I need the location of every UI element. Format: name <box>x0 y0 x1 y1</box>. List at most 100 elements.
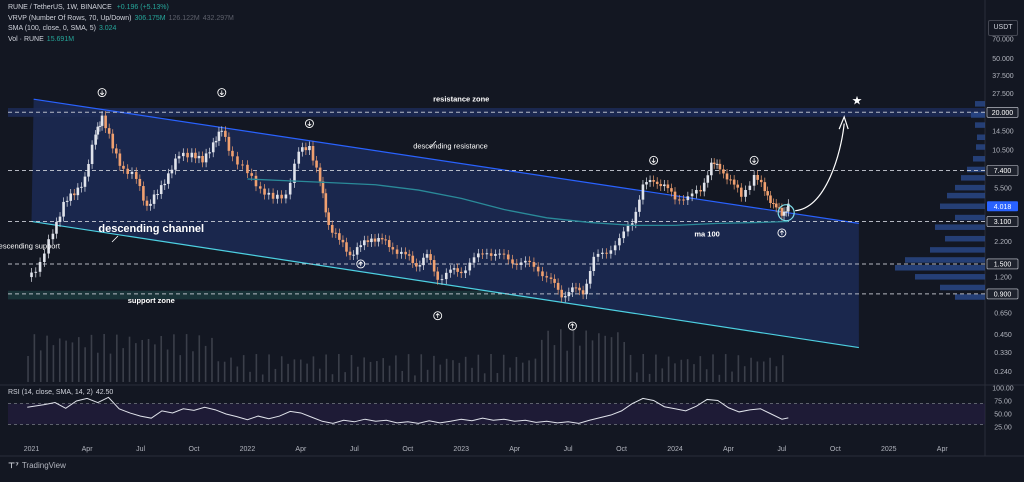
candle-body <box>258 186 262 189</box>
volume-bar <box>350 355 353 382</box>
rsi-value: 42.50 <box>95 389 114 396</box>
volume-bar <box>623 342 626 382</box>
candle-body <box>373 238 377 242</box>
candle-body <box>449 269 452 273</box>
price-label-box <box>986 258 1019 270</box>
candle-body <box>345 242 348 252</box>
candle-body <box>695 189 698 194</box>
volume-bar <box>33 334 36 382</box>
price-label-text: 4.018 <box>994 204 1012 211</box>
currency-button[interactable]: USDT <box>988 20 1018 36</box>
candle-body <box>601 252 604 254</box>
price-axis[interactable]: 70.000 50.000 37.500 27.500 14.500 10.500 5.50… <box>992 36 1014 375</box>
candle-body <box>138 178 142 187</box>
time-tick-label: Apr <box>82 446 94 453</box>
candle-body <box>96 126 100 135</box>
time-tick-label: Oct <box>402 446 413 453</box>
time-tick-label: 2025 <box>881 446 897 453</box>
volume-bar <box>540 339 543 382</box>
volume-bar <box>395 355 397 382</box>
up-arrow-icon <box>777 228 787 238</box>
volume-profile-row <box>973 156 985 162</box>
ma-100-path <box>247 178 789 227</box>
volume-bar <box>141 339 144 382</box>
volume-bar <box>693 364 695 382</box>
zones <box>8 108 985 300</box>
candle-body <box>769 195 772 204</box>
time-tick-label: Apr <box>295 446 307 453</box>
candle-body <box>780 207 784 216</box>
candle-body <box>511 259 514 264</box>
support-zone-band <box>8 290 598 300</box>
candle-body <box>107 128 111 134</box>
candle-body <box>304 147 308 151</box>
candle-body <box>774 203 778 208</box>
volume-bar <box>566 350 568 382</box>
candle-body <box>55 221 58 234</box>
time-tick-label: 2023 <box>453 446 469 453</box>
candle-body <box>174 158 177 170</box>
volume-bar <box>388 365 391 382</box>
candle-body <box>377 237 380 242</box>
volume-bar <box>338 354 340 382</box>
candle-body <box>280 194 283 199</box>
time-axis[interactable]: 2021 Apr Jul Oct 2022 Apr Jul Oct 2023 Apr Jul Oct 2… <box>24 446 949 453</box>
candle-body <box>250 173 254 176</box>
price-label-text: 3.100 <box>994 219 1012 226</box>
candle-body <box>324 193 328 213</box>
target-star-icon: ★ <box>852 93 863 107</box>
volume-bar <box>185 334 188 382</box>
candle-body <box>425 254 429 258</box>
candle-body <box>276 194 279 199</box>
candle-body <box>536 266 540 272</box>
candle-body <box>436 271 440 280</box>
candle-body <box>76 187 80 196</box>
candle-body <box>440 279 444 281</box>
sma-label: SMA (100, close, 0, SMA, 5) <box>8 25 96 32</box>
candle-body <box>418 265 422 267</box>
candle-body <box>452 268 456 270</box>
volume-bar <box>293 359 296 382</box>
volume-profile-row <box>955 184 985 191</box>
candle-body <box>494 253 497 256</box>
candle-body <box>459 271 463 274</box>
volume-bar <box>737 355 740 382</box>
candle-body <box>62 201 65 217</box>
volume-bar <box>655 354 657 382</box>
candle-body <box>224 130 227 137</box>
volume-bar <box>376 361 378 382</box>
candle-body <box>80 186 83 188</box>
volume-bar <box>363 357 365 382</box>
volume-bar <box>84 347 86 382</box>
candle-body <box>609 250 613 254</box>
candle-body <box>267 192 271 195</box>
candle-body <box>130 171 134 174</box>
rsi-tick-label: 100.00 <box>992 386 1014 393</box>
candle-body <box>638 199 641 212</box>
candle-body <box>477 253 480 258</box>
candle-body <box>766 191 769 196</box>
candle-body <box>712 162 716 164</box>
candle-body <box>605 252 608 254</box>
candle-body <box>524 260 527 263</box>
volume-profile-row <box>971 112 985 118</box>
candle-body <box>567 292 571 297</box>
candle-body <box>263 188 266 195</box>
price-label-text: 20.000 <box>992 110 1014 117</box>
candle-body <box>359 245 363 248</box>
rsi-tick-label: 50.00 <box>994 412 1012 419</box>
volume-bar <box>192 351 194 382</box>
volume-bar <box>306 363 308 382</box>
time-tick-label: 2021 <box>24 446 40 453</box>
volume-bar <box>724 354 727 382</box>
time-tick-label: 2022 <box>240 446 256 453</box>
candle-body <box>411 255 415 264</box>
tradingview-logo: ⊤⁷ TradingView <box>8 461 66 470</box>
annotation-label: descending resistance <box>413 141 488 150</box>
volume-bar <box>705 369 708 382</box>
candle-body <box>355 247 359 255</box>
volume-bar <box>762 361 765 382</box>
candle-body <box>545 276 549 278</box>
